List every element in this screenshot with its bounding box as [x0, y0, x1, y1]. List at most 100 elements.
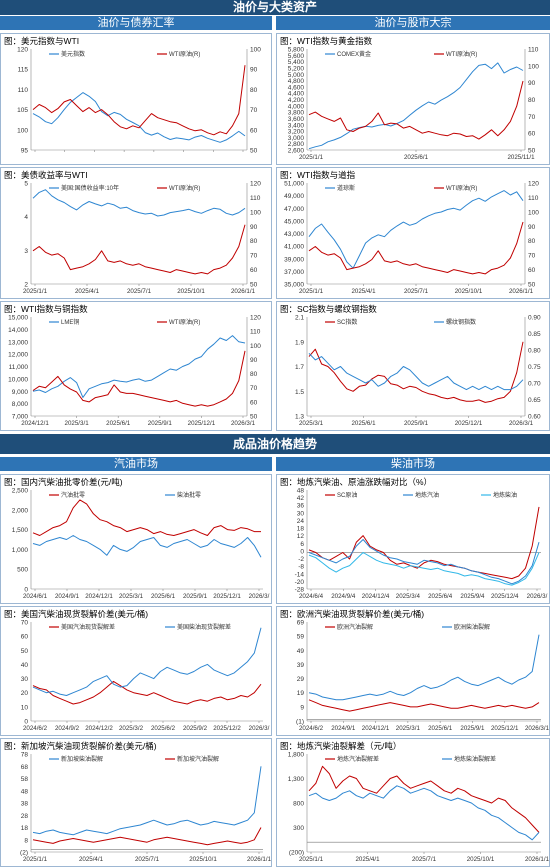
y-tick-label-right: 100: [528, 209, 539, 216]
x-tick-label: 2026/1/1: [525, 856, 549, 863]
legend-label: 新加坡柴油裂解: [61, 755, 103, 763]
y-tick-label: 3,600: [288, 116, 305, 123]
y-tick-label-right: 110: [528, 195, 539, 202]
y-tick-label: 6: [300, 541, 304, 548]
chart-svg: 5 4 3 2 120 110 100 90 80 70 60 50 2025/1/1 2025/4/1 2…: [23, 181, 261, 296]
y-tick-label: 18: [297, 526, 305, 533]
y-tick-label: 1,500: [12, 527, 29, 534]
x-tick-label: 2025/3/1: [396, 725, 421, 732]
y-tick-label: 5,400: [288, 59, 305, 66]
x-tick-label: 2025/12/1: [213, 593, 241, 600]
legend-label: LME铜: [61, 318, 79, 326]
y-tick-label: 40: [21, 662, 29, 669]
series-line-1: [32, 65, 246, 136]
y-tick-label: 10,000: [8, 376, 28, 383]
y-tick-label: 38: [21, 801, 29, 808]
y-tick-label: 2: [24, 282, 28, 289]
y-tick-label-right: 0.85: [528, 331, 541, 338]
y-tick-label-right: 60: [250, 267, 258, 274]
section-banner-assets: 油价与大类资产: [0, 0, 550, 15]
y-tick-label-right: 90: [250, 67, 258, 74]
legend-label: 美国柴油现货裂解差: [177, 623, 231, 631]
series-line-0: [32, 92, 246, 143]
y-tick-label: 14,000: [8, 327, 28, 334]
chart-svg: 78 68 58 48 38 28 18 8 (2)2025/1/1 2025/4/1 2025/7…: [20, 752, 271, 864]
y-tick-label: 9,000: [12, 389, 29, 396]
y-tick-label: 3,200: [288, 129, 305, 136]
chart-svg: 15,000 14,000 13,000 12,000 11,000 10,000 9,00…: [8, 315, 261, 428]
y-tick-label: (1): [296, 719, 304, 726]
chart-panel-wti-copper: 图：WTI指数与铜指数 15,000 14,000 13,000 12,000 11,00…: [0, 301, 272, 431]
y-tick-label: 105: [17, 107, 28, 114]
y-tick-label: 2,600: [288, 148, 305, 155]
x-tick-label: 2025/1/1: [23, 856, 48, 863]
y-tick-label: 59: [297, 634, 305, 641]
y-tick-label: 110: [18, 87, 29, 94]
y-tick-label: 47,000: [284, 206, 304, 213]
x-tick-label: 2025/6/4: [428, 593, 453, 600]
x-tick-label: 2026/1/1: [247, 856, 271, 863]
series-line-0: [308, 699, 540, 712]
series-line-0: [32, 766, 262, 836]
chart-svg: 1,800 1,300 800 300 (200)2025/1/1 2025/4/1 202…: [288, 752, 549, 864]
subheader-stocks-commodities: 油价与股市大宗: [276, 16, 550, 30]
series-line-0: [308, 190, 524, 269]
series-line-0: [308, 341, 524, 403]
y-tick-label: -14: [295, 571, 305, 578]
y-tick-label-right: 70: [250, 253, 258, 260]
y-tick-label: 4: [24, 214, 28, 221]
chart-title: 图：国内汽柴油批零价差(元/吨): [4, 477, 123, 487]
y-tick-label-right: 90: [250, 357, 258, 364]
y-tick-label: (2): [20, 850, 28, 857]
x-tick-label: 2025/10/1: [177, 288, 205, 295]
y-tick-label: 30: [21, 676, 29, 683]
x-tick-label: 2024/9/1: [331, 725, 356, 732]
y-tick-label-right: 70: [250, 385, 258, 392]
y-tick-label-right: 0.80: [528, 348, 541, 355]
chart-panel-sg-crack: 图：新加坡汽柴油现货裂解价差(美元/桶) 78 68 58 48 38 28 18 8 (2) 20…: [0, 738, 272, 867]
y-tick-label-right: 70: [528, 114, 536, 121]
y-tick-label-right: 60: [250, 399, 258, 406]
y-tick-label: 8: [24, 837, 28, 844]
x-tick-label: 2025/3/1: [299, 420, 324, 427]
y-tick-label: 1.5: [295, 389, 304, 396]
y-tick-label: 2,800: [288, 141, 305, 148]
chart-title: 图：欧洲汽柴油现货裂解价差(美元/桶): [280, 609, 425, 619]
x-tick-label: 2025/7/1: [135, 856, 160, 863]
y-tick-label-right: 100: [250, 343, 261, 350]
legend-label: 螺纹钢指数: [446, 318, 476, 326]
x-tick-label: 2025/1/1: [299, 856, 324, 863]
legend-label: 汽油批零: [61, 491, 85, 499]
legend-label: 欧洲汽油裂解: [337, 623, 373, 631]
y-tick-label-right: 100: [528, 63, 539, 70]
x-tick-label: 2026/3/1: [525, 725, 549, 732]
y-tick-label: 19: [297, 690, 305, 697]
y-tick-label-right: 50: [250, 148, 258, 155]
y-tick-label-right: 90: [250, 224, 258, 231]
y-tick-label-right: 0.90: [528, 315, 541, 322]
x-tick-label: 2025/6/2: [151, 725, 176, 732]
x-tick-label: 2024/12/2: [85, 725, 113, 732]
x-tick-label: 2024/12/1: [21, 420, 49, 427]
x-tick-label: 2024/6/2: [299, 725, 324, 732]
y-tick-label: 15,000: [8, 315, 28, 322]
series-line-1: [308, 221, 524, 275]
y-tick-label-right: 120: [250, 315, 261, 322]
y-tick-label: 12: [297, 533, 305, 540]
x-tick-label: 2024/12/1: [362, 725, 390, 732]
y-tick-label: 3,400: [288, 122, 305, 129]
x-tick-label: 2024/12/4: [362, 593, 390, 600]
x-tick-label: 2025/12/1: [188, 420, 216, 427]
series-line-0: [32, 335, 246, 398]
y-tick-label-right: 50: [528, 148, 536, 155]
y-tick-label: 39: [297, 662, 305, 669]
y-tick-label-right: 100: [250, 209, 261, 216]
y-tick-label-right: 0.70: [528, 381, 541, 388]
x-tick-label: 2026/3/1: [509, 420, 534, 427]
x-tick-label: 2025/6/1: [151, 593, 176, 600]
y-tick-label: 11,000: [9, 364, 29, 371]
x-tick-label: 2025/6/1: [351, 420, 376, 427]
x-tick-label: 2025/9/1: [404, 420, 429, 427]
